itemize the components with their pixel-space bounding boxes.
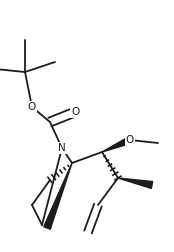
Polygon shape bbox=[102, 137, 131, 152]
Text: O: O bbox=[126, 135, 134, 145]
Text: N: N bbox=[58, 143, 66, 153]
Text: O: O bbox=[71, 107, 79, 117]
Text: O: O bbox=[28, 102, 36, 112]
Polygon shape bbox=[118, 178, 153, 188]
Polygon shape bbox=[44, 163, 72, 229]
